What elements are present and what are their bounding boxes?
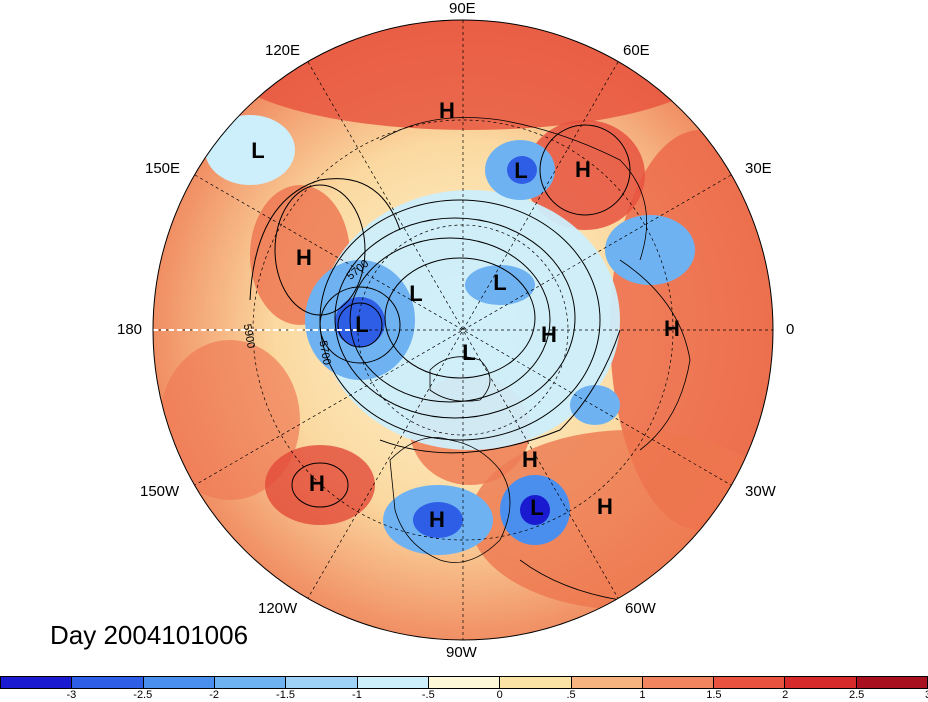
pressure-center-high: H [575,157,591,182]
pressure-center-high: H [296,245,312,270]
pressure-center-high: H [439,98,455,123]
lon-label-30e: 30E [745,160,772,177]
colorbar-tick-label: -1 [352,689,362,701]
lon-label-120e: 120E [265,42,301,59]
colorbar-swatch [143,677,215,688]
pressure-center-high: H [597,494,613,519]
colorbar-swatch [856,677,928,688]
pressure-center-low: L [514,158,528,183]
colorbar-swatch [571,677,643,688]
colorbar-tick-label: 2.5 [848,689,865,701]
lon-label-0: 0 [786,321,795,338]
colorbar-tick-label: -1.5 [276,689,296,701]
lon-label-90w: 90W [446,644,477,661]
colorbar-tick-label: 3 [925,689,928,701]
colorbar-tick-label: 0 [496,689,503,701]
anomaly-field [153,20,773,640]
lon-label-150e: 150E [145,160,181,177]
contour-label-2: 5900 [241,323,257,349]
colorbar-swatch [428,677,501,688]
colorbar-swatch [286,677,358,688]
pressure-center-low: L [251,138,265,163]
colorbar-swatch [785,677,857,688]
pressure-center-high: H [664,316,680,341]
pressure-center-high: H [522,447,538,472]
colorbar-swatch [1,677,73,688]
pressure-center-low: L [493,270,507,295]
day-title: Day 2004101006 [50,620,249,650]
lon-label-150w: 150W [140,483,180,500]
colorbar-swatch [72,677,144,688]
contour-label-3: 5700 [317,340,333,366]
colorbar-swatch [214,677,287,688]
lon-label-180: 180 [117,321,143,338]
colorbar-swatch [642,677,715,688]
colorbar-tick-label: -2 [209,689,220,701]
colorbar-swatch [500,677,572,688]
colorbar-tick-label: 1 [639,689,646,701]
pressure-center-high: H [309,471,325,496]
colorbar-swatch [714,677,786,688]
lon-label-60w: 60W [625,600,656,617]
lon-label-60e: 60E [623,42,650,59]
colorbar-tick-label: -.5 [421,689,435,701]
pressure-center-low: L [530,495,544,520]
lon-label-90e: 90E [449,0,476,17]
colorbar-tick-label: 1.5 [706,689,722,701]
pressure-center-high: H [429,507,445,532]
colorbar-tick-label: 2 [782,689,789,701]
colorbar-tick-label: .5 [566,689,576,701]
polar-map: 5700 5900 5700 [152,19,774,641]
pressure-center-high: H [541,322,557,347]
colorbar-tick-label: -3 [66,689,77,701]
pressure-center-low: L [355,312,369,337]
pressure-center-low: L [409,281,423,306]
lon-label-120w: 120W [258,600,298,617]
colorbar-tick-label: -2.5 [133,689,153,701]
colorbar [0,676,928,689]
colorbar-swatch [357,677,429,688]
lon-label-30w: 30W [745,483,776,500]
pressure-center-low: L [462,340,476,365]
